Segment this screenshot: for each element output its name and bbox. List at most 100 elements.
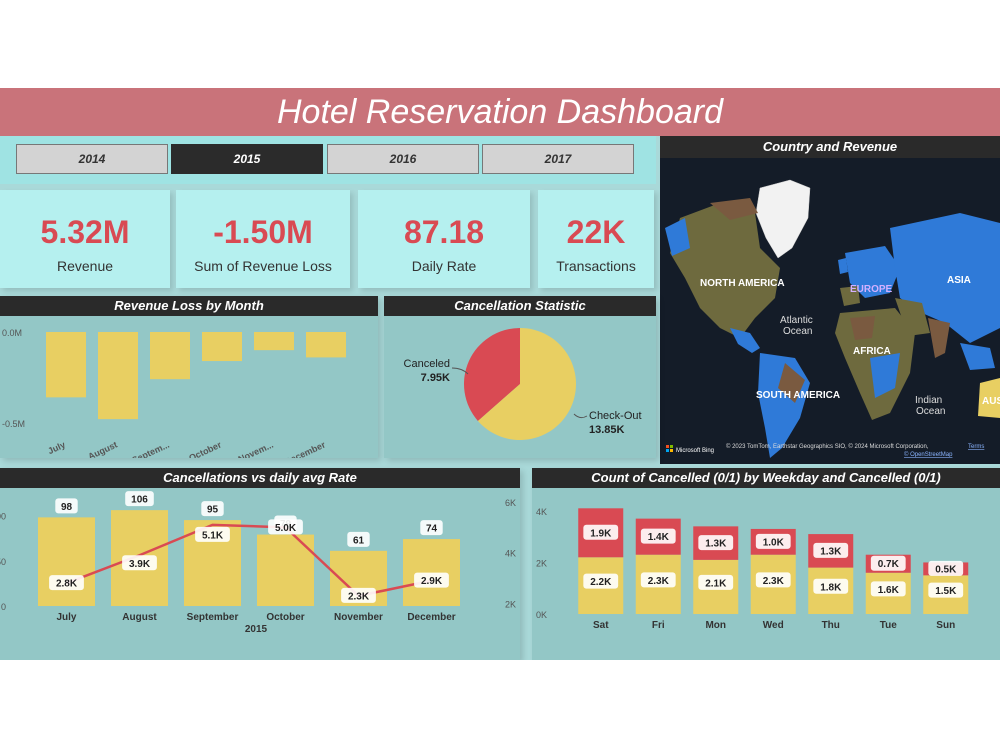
iberia-shape (840, 286, 860, 306)
label-south-america: SOUTH AMERICA (756, 390, 840, 401)
y-tick-label: -0.5M (2, 419, 25, 429)
revenue-loss-chart[interactable]: 0.0M -0.5M July August Septem... October Novem… (0, 316, 378, 458)
alaska-shape (665, 218, 690, 256)
dashboard: Hotel Reservation Dashboard 2014 2015 20… (0, 88, 1000, 660)
segment-data-label-bg (755, 533, 791, 549)
x-tick-label: Wed (763, 620, 784, 631)
line-data-label-bg (195, 526, 230, 542)
segment-data-label-bg (928, 560, 964, 576)
country-revenue-map[interactable]: Country and Revenue (660, 136, 1000, 464)
kpi-card-transactions: 22K Transactions (538, 190, 654, 288)
map-terms-link[interactable]: Terms (968, 444, 984, 450)
kpi-label: Daily Rate (411, 258, 477, 274)
line-data-label-bg (122, 555, 157, 571)
label-north-america: NORTH AMERICA (700, 278, 785, 289)
kpi-value: 22K (566, 214, 626, 250)
bar (202, 332, 242, 362)
label-indian-1: Indian (915, 395, 942, 406)
segment-data-label-bg (583, 573, 619, 589)
southeast-asia-shape (960, 343, 995, 370)
x-tick-label: Novem... (237, 440, 275, 458)
kpi-value: 87.18 (403, 214, 485, 250)
x-tick-label: August (122, 612, 157, 623)
world-map[interactable]: NORTH AMERICA Atlantic Ocean EUROPE ASIA… (660, 158, 1000, 464)
cancel-rate-chart[interactable]: 0501002K4K6K98July106August95September79… (0, 488, 520, 660)
x-tick-label: Tue (880, 620, 897, 631)
x-tick-label: December (283, 439, 327, 458)
year-button-2017[interactable]: 2017 (482, 144, 634, 174)
slice-label-canceled: Canceled (404, 358, 450, 370)
bar-data-label: 95 (207, 505, 219, 516)
segment-data-label: 1.0K (763, 537, 785, 548)
bar (98, 332, 138, 420)
segment-data-label-bg (583, 524, 619, 540)
segment-data-label: 0.5K (935, 564, 957, 575)
line-data-label-bg (49, 575, 84, 591)
bar-data-label-bg (201, 501, 224, 517)
map-osm-link[interactable]: © OpenStreetMap (904, 451, 953, 458)
segment-data-label: 2.3K (763, 576, 785, 587)
y-tick-label: 0K (536, 610, 547, 620)
segment-data-label: 1.8K (820, 582, 842, 593)
right-tick-label: 4K (505, 549, 516, 559)
x-tick-label: July (56, 612, 76, 623)
cancel-rate-panel: Cancellations vs daily avg Rate 0 50 100 2K… (0, 468, 520, 660)
map-title: Country and Revenue (660, 136, 1000, 158)
segment-data-label: 2.2K (590, 577, 612, 588)
line-data-label-bg (414, 572, 449, 588)
left-tick-label: 50 (0, 557, 6, 567)
line-data-label: 2.3K (348, 591, 370, 602)
year-button-2015[interactable]: 2015 (171, 144, 323, 174)
y-tick-label: 0.0M (2, 328, 22, 338)
middle-east-shape (895, 298, 930, 336)
left-tick-label: 0 (1, 602, 6, 612)
cancellation-panel: Cancellation Statistic Canceled 7.95K Chec… (384, 296, 656, 458)
segment-data-label-bg (870, 555, 906, 571)
africa-blue-shape (870, 353, 900, 398)
cancellation-title: Cancellation Statistic (384, 296, 656, 316)
kpi-value: 5.32M (40, 214, 130, 250)
segment-data-label-bg (870, 581, 906, 597)
segment-data-label: 1.3K (820, 546, 842, 557)
line-data-label-bg (341, 587, 376, 603)
bar-data-label: 74 (426, 524, 438, 535)
label-africa: AFRICA (853, 346, 891, 357)
year-slicer: 2014 2015 2016 2017 (0, 136, 656, 184)
cancellation-pie-chart[interactable]: Canceled 7.95K Check-Out 13.85K (384, 316, 656, 458)
europe-shape (845, 246, 900, 298)
x-tick-label: October (266, 612, 304, 623)
map-brand: Microsoft Bing (676, 448, 714, 454)
label-indian-2: Ocean (916, 406, 945, 417)
line-data-label: 2.9K (421, 576, 443, 587)
bing-logo-icon (666, 445, 669, 448)
bar (150, 332, 190, 380)
y-tick-label: 2K (536, 558, 547, 568)
right-tick-label: 2K (505, 599, 516, 609)
label-atlantic-1: Atlantic (780, 315, 813, 326)
australia-shape (978, 378, 1000, 418)
bar-data-label-bg (125, 491, 154, 507)
label-europe: EUROPE (850, 284, 893, 295)
bar-data-label: 106 (131, 495, 148, 506)
bar-data-label: 98 (61, 502, 73, 513)
pie-slice (477, 328, 576, 440)
segment-data-label-bg (640, 528, 676, 544)
year-button-2016[interactable]: 2016 (327, 144, 479, 174)
x-tick-label: Sat (593, 620, 609, 631)
segment-data-label-bg (698, 574, 734, 590)
dashboard-title: Hotel Reservation Dashboard (0, 88, 1000, 136)
x-tick-label: Septem... (130, 440, 170, 458)
bar (38, 517, 95, 606)
weekday-title: Count of Cancelled (0/1) by Weekday and … (532, 468, 1000, 488)
year-button-2014[interactable]: 2014 (16, 144, 168, 174)
x-tick-label: Fri (652, 620, 665, 631)
segment-data-label: 1.9K (590, 528, 612, 539)
bar-data-label-bg (347, 531, 370, 547)
left-tick-label: 100 (0, 512, 6, 522)
weekday-panel: Count of Cancelled (0/1) by Weekday and … (532, 468, 1000, 660)
kpi-label: Revenue (56, 258, 114, 274)
bar-data-label-bg (55, 498, 78, 514)
weekday-chart[interactable]: 0K 2K 4K 2.2K 1.9K Sat 2.3K 1.4K Fri 2.1K 1.3K Mon 2… (532, 488, 1000, 660)
bar-data-label-bg (420, 520, 443, 536)
segment-data-label: 2.1K (705, 578, 727, 589)
